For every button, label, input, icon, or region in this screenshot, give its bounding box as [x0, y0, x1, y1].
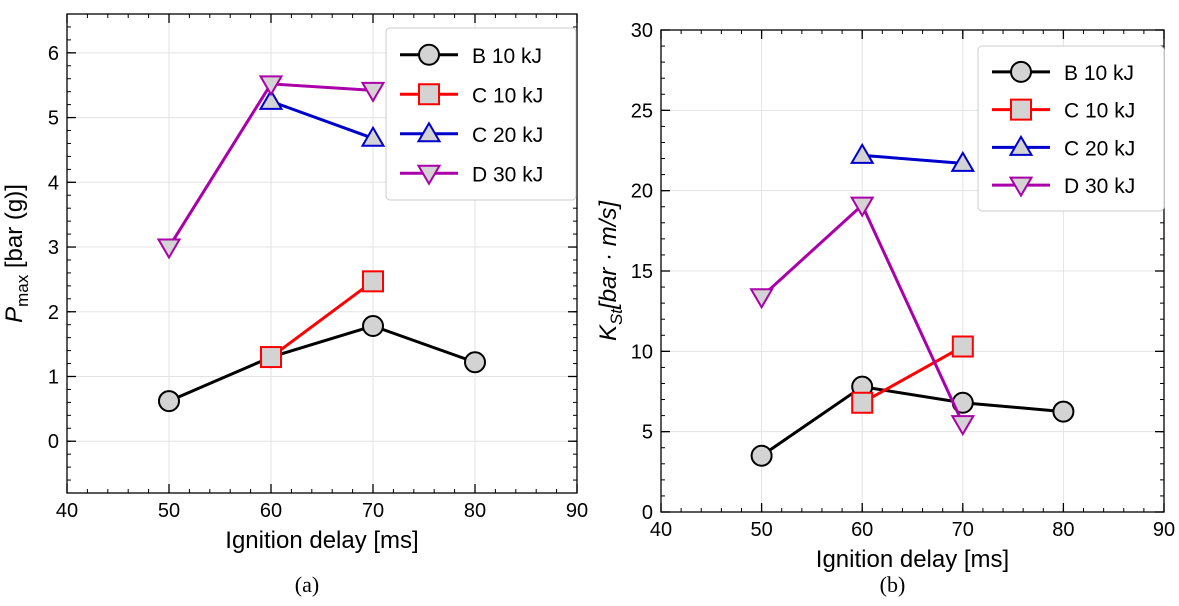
- legend-marker: [1010, 60, 1032, 83]
- y-tick-label: 0: [642, 502, 653, 524]
- x-tick-label: 90: [566, 500, 588, 522]
- y-tick-label: 10: [631, 341, 653, 363]
- data-point: [749, 288, 774, 310]
- data-point: [849, 142, 875, 164]
- data-point: [360, 125, 386, 147]
- data-point: [951, 335, 974, 358]
- data-point: [156, 238, 182, 260]
- y-tick-label: 5: [642, 422, 653, 444]
- panel-b-legend: B 10 kJ C 10 kJ C 20 kJ D 30 kJ: [977, 45, 1165, 212]
- series-b-10-kj: [750, 375, 1075, 467]
- series-line: [862, 153, 963, 165]
- panel-caption: (a): [295, 572, 319, 597]
- series-line: [270, 280, 374, 359]
- series-line: [270, 99, 374, 140]
- series-c-20-kj: [849, 142, 976, 172]
- data-point: [362, 314, 384, 337]
- y-axis-title-sub: max: [13, 274, 32, 307]
- series-c-10-kj: [851, 335, 974, 414]
- x-tick-label: 50: [750, 519, 772, 541]
- y-axis-title-main: K: [595, 324, 622, 341]
- data-point: [464, 351, 486, 374]
- panel-caption: (b): [880, 572, 906, 597]
- x-tick-label: 60: [851, 519, 873, 541]
- series-line: [168, 324, 476, 403]
- y-axis-title-main: P: [1, 307, 28, 323]
- legend-label: B 10 kJ: [472, 45, 542, 68]
- y-axis-title: Pmax [bar (g)]: [1, 184, 32, 323]
- data-point: [1052, 400, 1075, 423]
- data-point: [258, 88, 284, 110]
- x-tick-label: 50: [158, 500, 180, 522]
- panel-b: 40 50 60 70 80 90 0 5 10 15 20 25 30 B 10 kJ C 10 kJ C …: [595, 20, 1175, 597]
- y-axis-title-sub: St: [607, 308, 626, 325]
- data-point: [362, 270, 384, 293]
- legend-label: D 30 kJ: [1064, 175, 1135, 198]
- x-tick-label: 40: [56, 500, 78, 522]
- data-point: [950, 415, 976, 437]
- x-tick-label: 80: [464, 500, 486, 522]
- legend-marker: [416, 121, 442, 143]
- legend-marker: [1008, 176, 1034, 198]
- y-tick-label: 4: [48, 172, 59, 194]
- y-tick-label: 20: [631, 181, 653, 203]
- y-tick-label: 3: [48, 237, 59, 259]
- legend-label: C 20 kJ: [1064, 137, 1135, 160]
- data-point: [258, 75, 284, 97]
- legend-label: C 10 kJ: [1064, 100, 1135, 123]
- data-point: [950, 150, 976, 172]
- legend-marker: [416, 164, 442, 186]
- data-point: [360, 81, 386, 103]
- data-point: [851, 391, 874, 414]
- x-tick-label: 70: [362, 500, 384, 522]
- panel-a-frame: [66, 13, 578, 494]
- legend-marker: [1010, 98, 1032, 121]
- y-axis-title: KSt[bar · m/s]: [595, 200, 626, 341]
- panel-b-ticks: 40 50 60 70 80 90 0 5 10 15 20 25 30: [631, 20, 1175, 541]
- legend-box: [977, 45, 1165, 212]
- x-axis-title: Ignition delay [ms]: [816, 546, 1009, 573]
- legend-marker: [418, 43, 440, 66]
- panel-a: 40 50 60 70 80 90 0 1 2 3 4 5 6 B 10 kJ C 10 kJ C 20 kJ…: [1, 13, 588, 597]
- y-tick-label: 30: [631, 20, 653, 42]
- data-point: [849, 196, 875, 218]
- x-tick-label: 40: [650, 519, 672, 541]
- data-point: [260, 346, 282, 369]
- y-tick-label: 5: [48, 108, 59, 130]
- legend-label: C 10 kJ: [472, 84, 543, 107]
- y-tick-label: 6: [48, 43, 59, 65]
- x-axis-title: Ignition delay [ms]: [225, 527, 418, 554]
- y-tick-label: 2: [48, 302, 59, 324]
- y-axis-title-tail: [bar · m/s]: [595, 200, 622, 310]
- y-tick-label: 1: [48, 366, 59, 388]
- y-axis-title-tail: [bar (g)]: [1, 184, 28, 275]
- panel-a-legend: B 10 kJ C 10 kJ C 20 kJ D 30 kJ: [385, 27, 577, 201]
- legend-box: [385, 27, 577, 201]
- x-tick-label: 60: [260, 500, 282, 522]
- y-tick-label: 15: [631, 261, 653, 283]
- series-c-20-kj: [258, 88, 386, 147]
- legend-label: B 10 kJ: [1064, 62, 1134, 85]
- series-b-10-kj: [158, 314, 486, 413]
- series-c-10-kj: [260, 270, 384, 369]
- panel-a-ticks: 40 50 60 70 80 90 0 1 2 3 4 5 6: [48, 14, 588, 522]
- data-point: [158, 390, 180, 413]
- legend-marker: [1008, 134, 1034, 156]
- series-d-30-kj: [749, 196, 976, 437]
- y-tick-label: 0: [48, 431, 59, 453]
- x-tick-label: 80: [1052, 519, 1074, 541]
- panel-b-frame: [660, 29, 1165, 513]
- series-d-30-kj: [156, 75, 386, 260]
- legend-label: D 30 kJ: [472, 163, 543, 186]
- legend-marker: [418, 83, 440, 106]
- y-tick-label: 25: [631, 100, 653, 122]
- series-line: [760, 385, 1064, 458]
- legend-label: C 20 kJ: [472, 124, 543, 147]
- series-line: [861, 345, 964, 405]
- data-point: [750, 444, 773, 467]
- x-tick-label: 90: [1153, 519, 1175, 541]
- x-tick-label: 70: [952, 519, 974, 541]
